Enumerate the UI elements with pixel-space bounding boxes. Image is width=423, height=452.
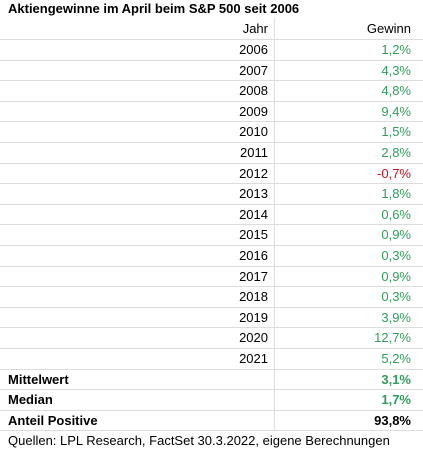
year-cell: 2010: [0, 122, 275, 142]
header-cell: Jahr: [0, 18, 275, 39]
table-row: 2008 4,8%: [0, 81, 423, 102]
title: Aktiengewinne im April beim S&P 500 seit…: [8, 1, 300, 16]
source-note: Quellen: LPL Research, FactSet 30.3.2022…: [8, 433, 390, 449]
summary-row: Anteil Positive 93,8%: [0, 410, 423, 432]
year-cell: 2011: [0, 142, 275, 163]
gain-cell: 1,2%: [381, 42, 411, 57]
year-cell: 2007: [0, 60, 275, 81]
table-row: 2019 3,9%: [0, 307, 423, 329]
gain-cell: 2,8%: [381, 144, 411, 160]
table-row: 2020 12,7%: [0, 328, 423, 349]
table-row: 2021 5,2%: [0, 348, 423, 370]
summary-value: 3,1%: [381, 371, 411, 387]
gain-cell: -0,7%: [377, 165, 411, 181]
table-row: 2010 1,5%: [0, 122, 423, 143]
gain-cell: 0,6%: [381, 206, 411, 222]
table-row: 2007 4,3%: [0, 60, 423, 82]
header-cell: Gewinn: [366, 21, 411, 36]
year-cell: 2008: [0, 81, 275, 101]
summary-label: Median: [0, 390, 275, 410]
gain-cell: 0,3%: [381, 247, 411, 263]
gain-cell: 4,8%: [381, 83, 411, 99]
table-row: 2011 2,8%: [0, 142, 423, 164]
year-cell: 2012: [0, 163, 275, 184]
table-row: 2015 0,9%: [0, 225, 423, 246]
table-row: 2012 -0,7%: [0, 163, 423, 185]
gain-cell: 0,9%: [381, 268, 411, 284]
gain-cell: 12,7%: [374, 330, 411, 346]
gain-cell: 0,9%: [381, 227, 411, 243]
summary-value: 1,7%: [381, 392, 411, 408]
table-row: 2016 0,3%: [0, 245, 423, 267]
gain-cell: 9,4%: [381, 103, 411, 119]
year-cell: 2021: [0, 348, 275, 369]
table-row: 2014 0,6%: [0, 204, 423, 226]
gain-cell: 1,5%: [381, 124, 411, 140]
gain-cell: 3,9%: [381, 309, 411, 325]
table-row: 2006 1,2%: [0, 40, 423, 61]
summary-label: Anteil Positive: [0, 410, 275, 431]
table-row: 2018 0,3%: [0, 287, 423, 308]
year-cell: 2019: [0, 307, 275, 328]
table-row: 2017 0,9%: [0, 266, 423, 288]
gain-cell: 5,2%: [381, 350, 411, 366]
year-cell: 2015: [0, 225, 275, 245]
summary-row: Mittelwert 3,1%: [0, 369, 423, 391]
year-cell: 2020: [0, 328, 275, 348]
summary-value: 93,8%: [374, 412, 411, 428]
year-cell: 2006: [0, 40, 275, 60]
table-row: 2009 9,4%: [0, 101, 423, 123]
year-cell: 2018: [0, 287, 275, 307]
year-cell: 2017: [0, 266, 275, 287]
year-cell: 2014: [0, 204, 275, 225]
gain-cell: 1,8%: [381, 186, 411, 202]
year-cell: 2009: [0, 101, 275, 122]
table-body: 2006 1,2% 2007 4,3% 2008 4,8% 2009 9,4% 2010 1,5%…: [0, 40, 423, 370]
header-row: Jahr Gewinn: [0, 18, 423, 40]
summary-row: Median 1,7%: [0, 390, 423, 411]
gain-cell: 4,3%: [381, 62, 411, 78]
summary-label: Mittelwert: [0, 369, 275, 390]
table-row: 2013 1,8%: [0, 184, 423, 205]
year-cell: 2016: [0, 245, 275, 266]
year-cell: 2013: [0, 184, 275, 204]
gain-cell: 0,3%: [381, 289, 411, 305]
summary: Mittelwert 3,1% Median 1,7% Anteil Positive 9…: [0, 369, 423, 432]
